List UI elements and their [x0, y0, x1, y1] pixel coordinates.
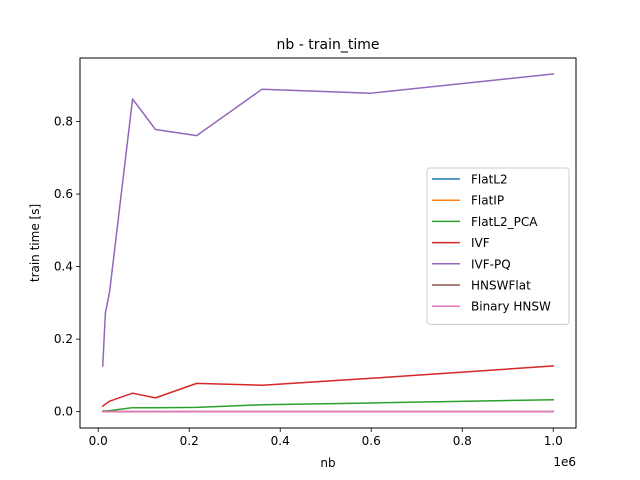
x-tick-label: 0.6 [362, 434, 381, 448]
series-line-ivf [101, 365, 555, 408]
y-tick-label: 0.8 [54, 114, 73, 128]
y-tick-label: 0.2 [54, 332, 73, 346]
legend-label-hnswflat: HNSWFlat [471, 279, 531, 293]
series-line-ivf-pq [101, 73, 555, 367]
y-tick-label: 0.6 [54, 187, 73, 201]
legend-box [426, 167, 570, 325]
x-axis-offset-label: 1e6 [553, 455, 576, 469]
legend-label-ivf-pq: IVF-PQ [471, 257, 511, 271]
x-tick-label: 0.8 [453, 434, 472, 448]
plot-area [101, 73, 555, 413]
y-tick-label: 0.4 [54, 260, 73, 274]
x-tick-label: 0.0 [89, 434, 108, 448]
legend-label-ivf: IVF [471, 236, 490, 250]
x-tick-label: 0.2 [180, 434, 199, 448]
legend: FlatL2 FlatIP FlatL2_PCA IVF IVF-PQ HNSWFlat B… [426, 167, 570, 325]
y-tick-label: 0.0 [54, 405, 73, 419]
x-tick-label: 0.4 [271, 434, 290, 448]
chart-title: nb - train_time [277, 37, 380, 53]
plot-frame [79, 57, 577, 429]
legend-label-flatip: FlatIP [471, 194, 504, 208]
x-axis-label: nb [320, 456, 335, 470]
legend-label-binary-hnsw: Binary HNSW [471, 300, 551, 314]
x-tick-label: 1.0 [544, 434, 563, 448]
legend-label-flatl2-pca: FlatL2_PCA [471, 215, 538, 229]
y-axis-label: train time [s] [28, 204, 42, 282]
axis-ticks: 0.0 0.2 0.4 0.6 0.8 1.0 0.0 0.2 0.4 0.6 0.8 [54, 114, 563, 448]
legend-label-flatl2: FlatL2 [471, 173, 508, 187]
series-line-flatl2-pca [102, 398, 555, 412]
